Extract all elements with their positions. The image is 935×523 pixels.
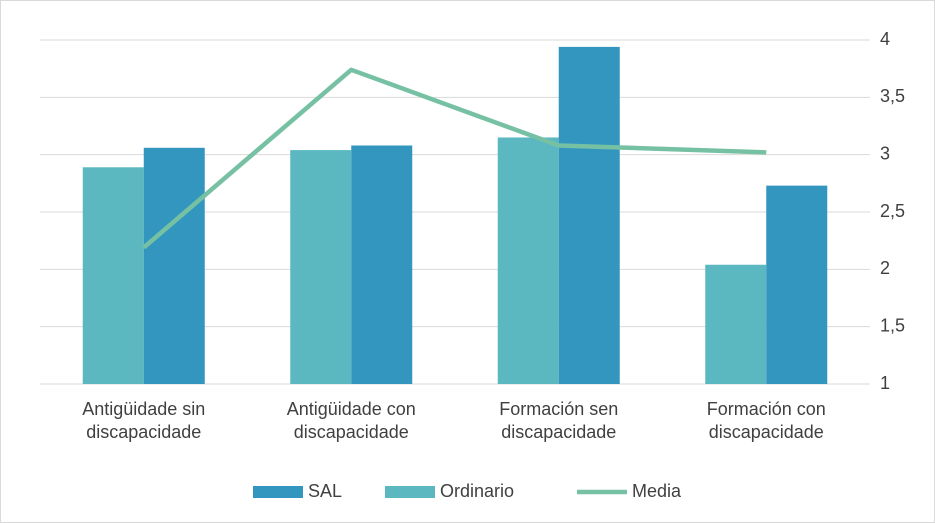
- bar: [82, 167, 144, 384]
- y-tick-label: 2,5: [880, 201, 905, 221]
- y-tick-label: 1,5: [880, 315, 905, 335]
- legend-swatch: [253, 486, 303, 498]
- y-tick-label: 1: [880, 373, 890, 393]
- bar: [143, 147, 205, 384]
- y-tick-label: 3: [880, 143, 890, 163]
- y-tick-label: 4: [880, 29, 890, 49]
- line: [142, 67, 767, 250]
- bar: [705, 264, 767, 384]
- bar: [766, 185, 828, 384]
- x-tick-label: Formación con discapacidade: [706, 399, 826, 442]
- y-tick-label: 2: [880, 258, 890, 278]
- bar: [290, 150, 352, 384]
- legend-swatch: [385, 486, 435, 498]
- bar: [558, 46, 620, 384]
- x-tick-label: Antigüidade sin discapacidade: [82, 399, 206, 442]
- x-tick-label: Formación sen discapacidade: [499, 399, 619, 442]
- legend-label: SAL: [308, 481, 342, 501]
- legend-label: Ordinario: [440, 481, 514, 501]
- bar: [497, 137, 559, 384]
- legend-label: Media: [632, 481, 682, 501]
- bar: [351, 145, 413, 384]
- y-tick-label: 3,5: [880, 86, 905, 106]
- x-tick-label: Antigüidade con discapacidade: [286, 399, 416, 442]
